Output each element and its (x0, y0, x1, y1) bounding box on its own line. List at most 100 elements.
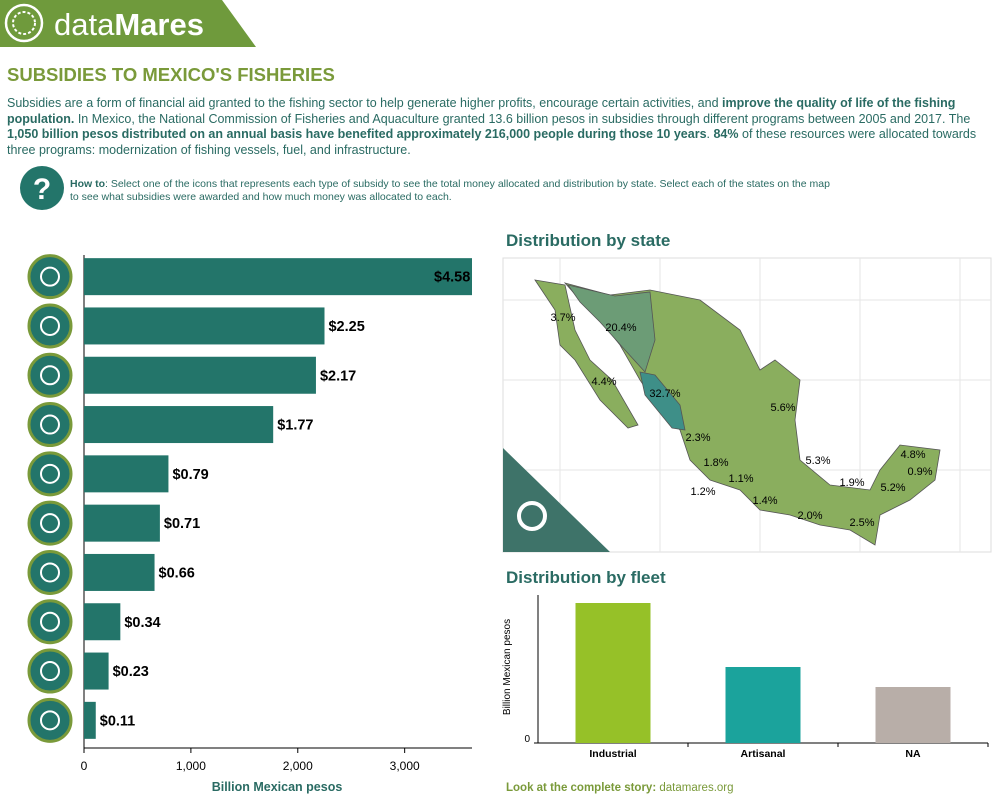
state-label: 2.0% (797, 510, 822, 522)
logo-part: data (54, 7, 115, 42)
subsidy-icon[interactable] (27, 500, 73, 546)
state-label: 32.7% (649, 388, 680, 400)
subsidy-icon-glyph (40, 266, 60, 287)
bar[interactable] (84, 455, 169, 493)
section-title: Distribution by fleet (506, 568, 666, 587)
y-tick-label: 0 (524, 734, 530, 745)
logo-icon-inner (12, 11, 36, 35)
value-label: $0.34 (124, 615, 160, 631)
x-tick-label: 2,000 (283, 759, 313, 773)
bar[interactable] (84, 603, 121, 641)
intro: Subsidies are a form of financial aid gr… (7, 96, 987, 158)
subsidy-icon[interactable] (27, 402, 73, 448)
subsidy-icon[interactable] (27, 303, 73, 349)
x-tick-label: 1,000 (176, 759, 206, 773)
sinaloa (639, 371, 686, 431)
text: . (706, 127, 714, 141)
subsidy-icon[interactable] (27, 451, 73, 497)
subsidy-icon[interactable] (27, 549, 73, 595)
text: 84% (713, 127, 739, 141)
state-label: 1.8% (703, 457, 728, 469)
value-label: $0.66 (159, 565, 195, 581)
logo-part: Mares (114, 7, 204, 42)
text: Subsidies are a form of financial aid gr… (7, 96, 723, 110)
x-tick-label: NA (905, 748, 921, 760)
state-label: 1.4% (752, 495, 777, 507)
state-label: 1.1% (728, 473, 753, 485)
help-glyph: ? (33, 173, 51, 206)
subsidy-icon-glyph (40, 611, 60, 632)
state-label: 5.6% (770, 402, 795, 414)
help-icon[interactable] (20, 166, 64, 210)
x-tick-label: 0 (81, 759, 88, 773)
subsidy-icon[interactable] (27, 352, 73, 398)
x-tick-label: Artisanal (741, 748, 786, 760)
bar[interactable] (84, 553, 155, 591)
text: : Select one of the icons that represent… (70, 178, 830, 203)
text: improve the quality of life of the fishi… (7, 96, 956, 126)
state-label: 0.9% (907, 466, 932, 478)
x-tick-label: Industrial (589, 748, 636, 760)
logo-icon (4, 3, 44, 43)
bar[interactable] (575, 603, 651, 743)
bar[interactable] (84, 504, 160, 542)
link[interactable]: datamares.org (659, 782, 734, 794)
x-tick-label: 3,000 (390, 759, 420, 773)
bar[interactable] (84, 258, 574, 296)
bar[interactable] (725, 667, 801, 743)
pin-icon[interactable] (517, 501, 547, 531)
state-label: 3.7% (550, 312, 575, 324)
subsidy-icon-glyph (40, 414, 60, 435)
value-label: $1.77 (277, 418, 313, 434)
bar[interactable] (84, 406, 274, 444)
value-label: $0.71 (164, 516, 200, 532)
bar[interactable] (84, 652, 109, 690)
map-corner (503, 448, 610, 552)
spacer (511, 562, 512, 563)
subsidy-icon-glyph (40, 315, 60, 336)
subsidy-icon[interactable] (27, 697, 73, 743)
value-label: $4.58 (434, 270, 470, 286)
howto: How to: Select one of the icons that rep… (70, 178, 830, 204)
value-label: $0.11 (100, 713, 135, 729)
logo[interactable]: dataMares (54, 7, 204, 42)
subsidy-icon[interactable] (27, 599, 73, 645)
value-label: $0.79 (172, 467, 208, 483)
text: How to (70, 178, 105, 190)
state-label: 20.4% (605, 322, 636, 334)
subsidy-icon[interactable] (27, 254, 73, 300)
logo-band (0, 0, 256, 47)
state-label: 1.2% (690, 486, 715, 498)
sonora (567, 284, 656, 373)
axis-title: Billion Mexican pesos (502, 619, 513, 715)
state-label: 2.3% (685, 432, 710, 444)
state-label: 4.8% (900, 449, 925, 461)
state-label: 1.9% (839, 477, 864, 489)
bar[interactable] (84, 307, 325, 345)
text: of these resources were allocated toward… (7, 127, 977, 157)
text: In Mexico, the National Commission of Fi… (74, 111, 971, 126)
state-label: 5.2% (880, 482, 905, 494)
state-label: 2.5% (849, 517, 874, 529)
subsidy-icon-glyph (40, 661, 60, 682)
subsidy-icon[interactable] (27, 648, 73, 694)
bar[interactable] (84, 356, 316, 394)
value-label: $2.25 (328, 319, 364, 335)
state-label: 4.4% (591, 376, 616, 388)
section-title: Distribution by state (506, 231, 671, 250)
bar[interactable] (84, 701, 96, 739)
value-label: $2.17 (320, 368, 356, 384)
value-label: $0.23 (113, 664, 149, 680)
text: Look at the complete story: (506, 782, 657, 794)
bar[interactable] (875, 687, 951, 743)
text: 1,050 billion pesos distributed on an an… (7, 127, 707, 141)
subsidy-icon-glyph (40, 562, 60, 583)
axis-title: Billion Mexican pesos (212, 780, 343, 794)
footer: Look at the complete story: datamares.or… (506, 782, 734, 794)
subsidy-icon-glyph (40, 365, 60, 386)
page-title: SUBSIDIES TO MEXICO'S FISHERIES (7, 64, 335, 85)
subsidy-icon-glyph (40, 710, 60, 731)
subsidy-icon-glyph (40, 513, 60, 534)
